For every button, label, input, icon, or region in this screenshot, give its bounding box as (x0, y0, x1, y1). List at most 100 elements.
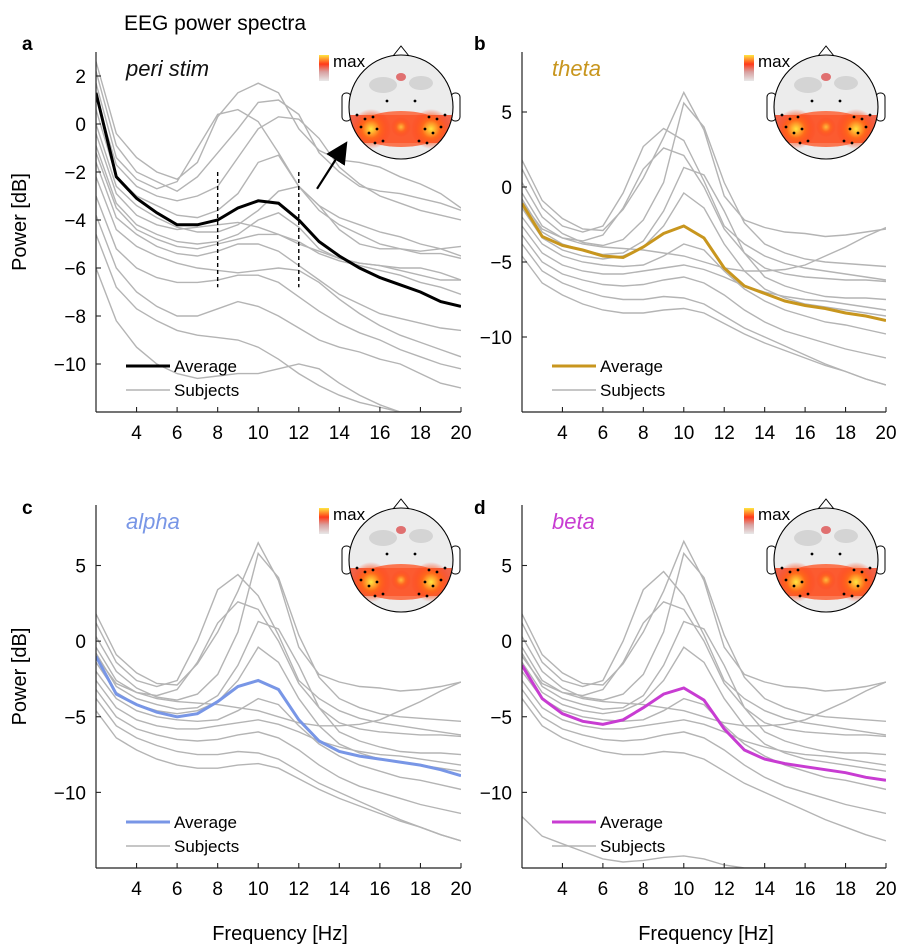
electrode-dot (423, 127, 427, 131)
electrode-dot (413, 552, 417, 556)
x-axis-title-left: Frequency [Hz] (212, 923, 348, 944)
subject-line-12 (522, 201, 886, 272)
y-tick-label: −5 (490, 253, 512, 274)
x-tick-label: 8 (638, 423, 649, 444)
subject-line-12 (96, 655, 461, 727)
x-tick-label: 18 (410, 879, 431, 900)
topomap-max-label: max (758, 52, 791, 71)
electrode-dot (860, 570, 864, 574)
condition-label: theta (552, 56, 601, 81)
electrode-dot (413, 99, 417, 103)
topomap-max-label: max (333, 505, 366, 524)
electrode-dot (796, 115, 800, 119)
electrode-dot (381, 139, 385, 143)
subject-line-6 (96, 123, 461, 252)
electrode-dot (427, 115, 431, 119)
electrode-dot (443, 566, 447, 570)
electrode-dot (842, 139, 846, 143)
electrode-dot (359, 578, 363, 582)
topomap-colorbar (744, 55, 754, 81)
panel-b: 4 6 8 10 12 14 16 18 20 5 0 −5 −10 b theta Average Subje… (474, 34, 897, 444)
electrode-dot (792, 584, 796, 588)
head-outline (348, 54, 454, 160)
x-tick-label: 20 (450, 423, 471, 444)
x-tick-label: 10 (248, 879, 269, 900)
panel-c: 4 6 8 10 12 14 16 18 20 5 0 −5 −10 Power [dB] c alpha Av… (9, 498, 472, 900)
electrode-dot (848, 127, 852, 131)
x-tick-label: 4 (557, 879, 568, 900)
x-tick-label: 6 (598, 423, 609, 444)
topomap-arrow (316, 141, 348, 190)
subject-line-8 (522, 225, 886, 311)
y-tick-label: −10 (480, 328, 512, 349)
y-tick-label: 0 (501, 178, 512, 199)
x-tick-label: 10 (673, 423, 694, 444)
electrode-dot (806, 139, 810, 143)
x-tick-label: 16 (369, 423, 390, 444)
electrode-dot (427, 568, 431, 572)
topomap: max (319, 498, 461, 613)
y-tick-label: −5 (490, 708, 512, 729)
electrode-dot (788, 117, 792, 121)
electrode-dot (810, 552, 814, 556)
x-tick-label: 14 (754, 879, 776, 900)
electrode-dot (798, 594, 802, 598)
x-tick-label: 4 (131, 879, 142, 900)
x-tick-label: 10 (248, 423, 269, 444)
average-line (522, 664, 886, 782)
condition-label: beta (552, 509, 595, 534)
electrode-dot (417, 592, 421, 596)
subject-line-9 (96, 152, 461, 296)
electrode-dot (439, 578, 443, 582)
subject-line-2 (96, 71, 461, 212)
electrode-dot (860, 117, 864, 121)
electrode-dot (367, 584, 371, 588)
x-tick-label: 4 (131, 423, 142, 444)
subject-line-5 (522, 620, 886, 756)
legend-subjects-label: Subjects (600, 381, 665, 400)
electrode-dot (810, 99, 814, 103)
y-tick-label: 0 (75, 115, 86, 136)
topomap: max (744, 498, 886, 613)
x-tick-label: 18 (835, 879, 856, 900)
head-outline (773, 54, 879, 160)
subject-line-9 (522, 689, 886, 815)
electrode-dot (367, 131, 371, 135)
electrode-dot (363, 117, 367, 121)
subject-line-7 (96, 670, 461, 791)
electrode-dot (359, 125, 363, 129)
subject-line-10 (522, 243, 886, 386)
nose-outline (817, 45, 835, 57)
electrode-dot (385, 552, 389, 556)
electrode-dot (385, 99, 389, 103)
subject-line-11 (96, 710, 461, 842)
electrode-dot (856, 584, 860, 588)
electrode-dot (363, 570, 367, 574)
electrode-dot (381, 592, 385, 596)
subject-line-15 (96, 267, 461, 412)
electrode-dot (435, 117, 439, 121)
x-tick-label: 12 (288, 423, 309, 444)
y-axis-title: Power [dB] (9, 628, 31, 726)
electrode-dot (800, 127, 804, 131)
x-tick-label: 14 (329, 423, 351, 444)
legend-subjects-label: Subjects (174, 381, 239, 400)
electrode-dot (842, 592, 846, 596)
electrode-dot (784, 578, 788, 582)
y-tick-label: −10 (54, 783, 86, 804)
electrode-dot (838, 99, 842, 103)
x-tick-label: 16 (795, 879, 816, 900)
electrode-dot (780, 113, 784, 117)
electrode-dot (371, 115, 375, 119)
nose-outline (817, 498, 835, 510)
x-tick-label: 12 (714, 423, 735, 444)
x-tick-label: 18 (835, 423, 856, 444)
electrode-dot (373, 141, 377, 145)
subject-line-7 (522, 216, 886, 335)
legend-average-label: Average (600, 357, 663, 376)
electrode-dot (431, 131, 435, 135)
y-tick-label: −5 (64, 708, 86, 729)
legend-average-label: Average (174, 813, 237, 832)
electrode-dot (425, 141, 429, 145)
y-tick-label: 5 (501, 557, 512, 578)
